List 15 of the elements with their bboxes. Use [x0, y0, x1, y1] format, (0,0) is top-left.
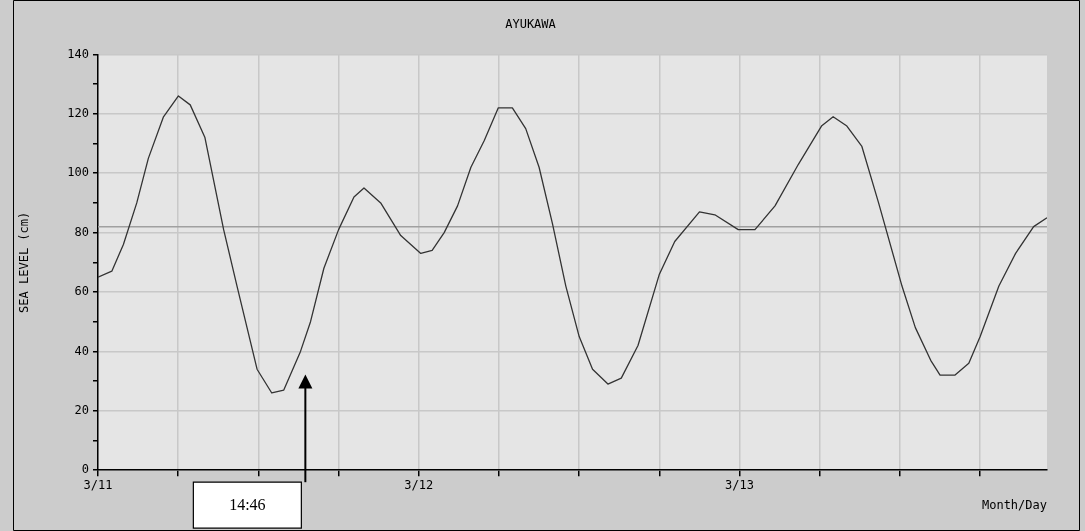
- x-tick-label: 3/13: [725, 477, 755, 492]
- y-tick-label: 40: [74, 343, 89, 358]
- y-tick-label: 80: [74, 224, 89, 239]
- y-tick-label: 120: [67, 105, 89, 120]
- x-axis-title: Month/Day: [981, 497, 1047, 512]
- text: 14:46: [229, 496, 266, 514]
- x-tick-label: 3/11: [83, 477, 113, 492]
- y-tick-label: 140: [67, 46, 89, 61]
- y-tick-label: 0: [81, 462, 89, 477]
- y-tick-label: 100: [67, 165, 89, 180]
- y-tick-label: 20: [74, 402, 89, 417]
- x-tick-label: 3/12: [404, 477, 434, 492]
- chart-title: AYUKAWA: [505, 17, 557, 32]
- y-tick-label: 60: [74, 284, 89, 299]
- y-axis-title: SEA LEVEL (cm): [17, 211, 32, 313]
